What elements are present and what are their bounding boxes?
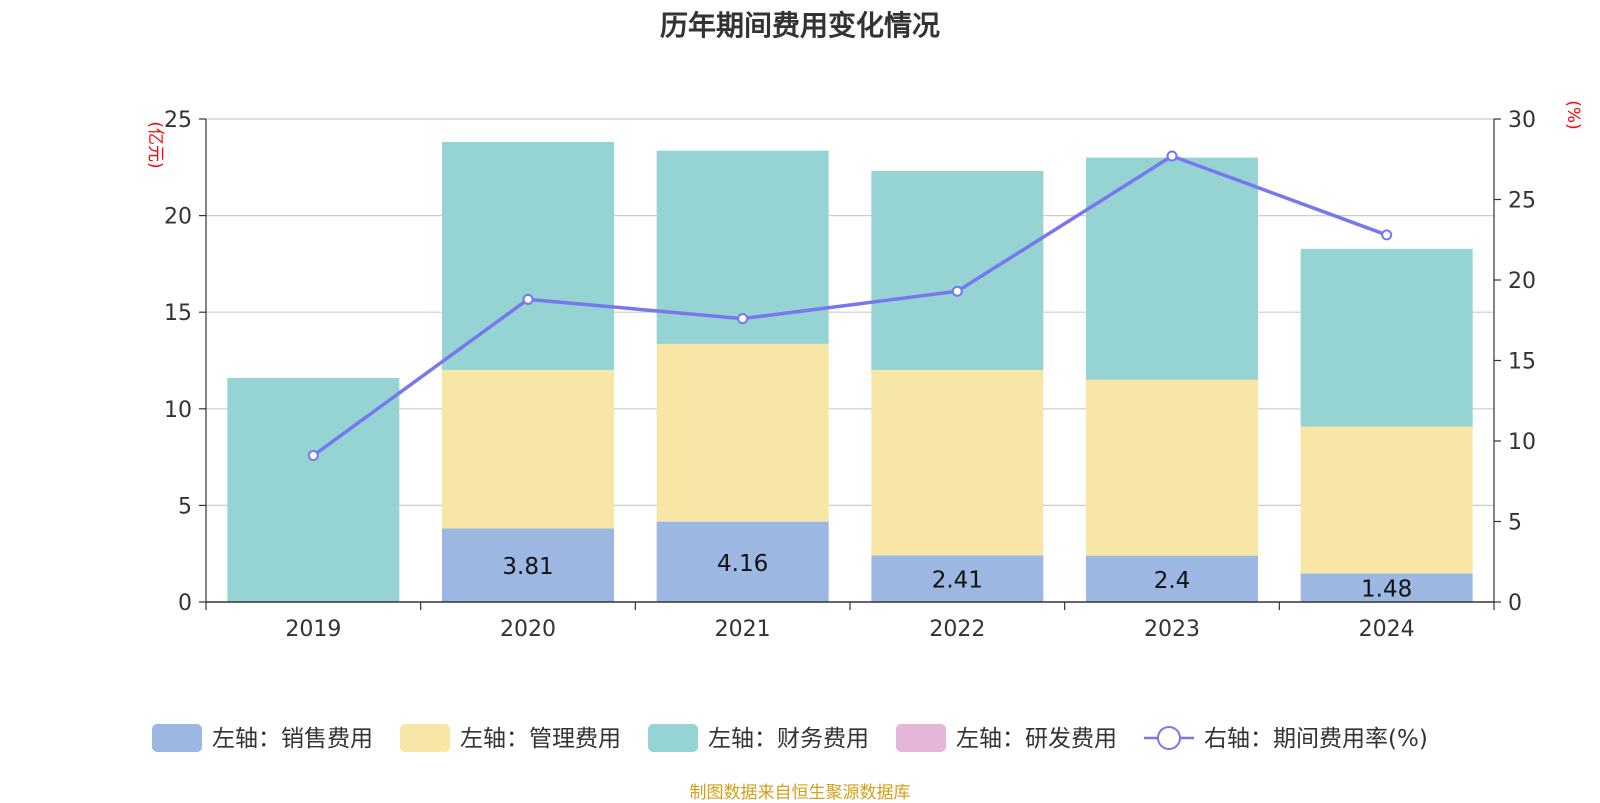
bar-finance-2020[interactable] [442,141,614,370]
bar-sales-2022[interactable] [871,555,1044,602]
legend-swatch [400,724,450,752]
legend-item-finance[interactable]: 左轴：财务费用 [648,724,869,752]
data-label-sales: 2.41 [932,568,983,594]
rate-point-2020[interactable] [522,293,534,305]
bar-admin-2022[interactable] [871,369,1044,556]
x-tick-label: 2021 [715,617,771,642]
legend-item-admin[interactable]: 左轴：管理费用 [400,724,621,752]
legend-item-rate_line[interactable]: 右轴：期间费用率(%) [1144,726,1428,752]
rate-line [312,154,1388,457]
y-left-tick-label: 10 [164,398,192,423]
y-right-unit-label: (%) [1563,100,1583,129]
y-left-tick-label: 0 [178,591,192,616]
legend-label: 右轴：期间费用率(%) [1204,726,1428,752]
y-right-tick-label: 5 [1508,511,1522,536]
line-layer [307,150,1393,461]
legend-swatch-marker [1157,726,1181,750]
x-tick-label: 2019 [285,617,341,642]
bar-admin-2020[interactable] [442,369,614,529]
label-layer: 3.81 4.16 2.41 2.4 1.48 [502,551,1412,603]
legend-swatch [152,724,202,752]
x-tick-label: 2022 [929,617,985,642]
y-left-tick-label: 20 [164,205,192,230]
legend-label: 左轴：销售费用 [212,726,373,752]
data-label-sales: 1.48 [1361,577,1412,603]
x-tick-label: 2020 [500,617,556,642]
bar-finance-2023[interactable] [1086,157,1258,380]
data-label-sales: 3.81 [502,554,553,580]
bar-finance-2024[interactable] [1300,248,1473,427]
y-right-tick-label: 30 [1508,108,1536,133]
bar-sales-2024[interactable] [1300,573,1473,602]
legend-item-rnd[interactable]: 左轴：研发费用 [896,724,1117,752]
bar-admin-2023[interactable] [1086,379,1258,556]
y-left-tick-label: 5 [178,494,192,519]
bar-layer [227,141,1473,602]
legend-swatch [648,724,698,752]
y-right-tick-label: 15 [1508,350,1536,375]
source-note: 制图数据来自恒生聚源数据库 [689,783,911,803]
x-tick-label: 2024 [1359,617,1415,642]
rate-point-2019[interactable] [307,449,319,461]
data-label-sales: 4.16 [717,551,768,577]
bar-sales-2020[interactable] [442,528,614,602]
bar-finance-2022[interactable] [871,170,1044,370]
rate-point-2022[interactable] [951,285,963,297]
legend-label: 左轴：研发费用 [956,726,1117,752]
y-right-tick-label: 10 [1508,430,1536,455]
bar-sales-2021[interactable] [656,521,829,602]
legend-item-sales[interactable]: 左轴：销售费用 [152,724,373,752]
rate-point-2023[interactable] [1166,150,1178,162]
rate-point-2021[interactable] [737,313,749,325]
y-left-tick-label: 25 [164,108,192,133]
y-left-unit-label: (亿元) [145,121,165,168]
data-label-sales: 2.4 [1154,568,1191,594]
y-right-tick-label: 0 [1508,591,1522,616]
legend-label: 左轴：财务费用 [708,726,869,752]
y-left-tick-label: 15 [164,301,192,326]
chart-title: 历年期间费用变化情况 [659,9,940,42]
axis-layer: 0 5 10 15 20 25 0 5 10 15 20 25 30 2019 2020 2021 2022 20… [145,100,1583,642]
legend-layer: 左轴：销售费用 左轴：管理费用 左轴：财务费用 左轴：研发费用 右轴：期间费用率(%) [152,724,1428,752]
y-right-tick-label: 20 [1508,269,1536,294]
grid-layer [206,118,1494,506]
bar-admin-2021[interactable] [656,343,829,522]
bar-admin-2024[interactable] [1300,426,1473,574]
legend-swatch [896,724,946,752]
bar-sales-2023[interactable] [1086,555,1258,602]
x-tick-label: 2023 [1144,617,1200,642]
rate-point-2024[interactable] [1381,229,1393,241]
legend-label: 左轴：管理费用 [460,726,621,752]
y-right-tick-label: 25 [1508,189,1536,214]
